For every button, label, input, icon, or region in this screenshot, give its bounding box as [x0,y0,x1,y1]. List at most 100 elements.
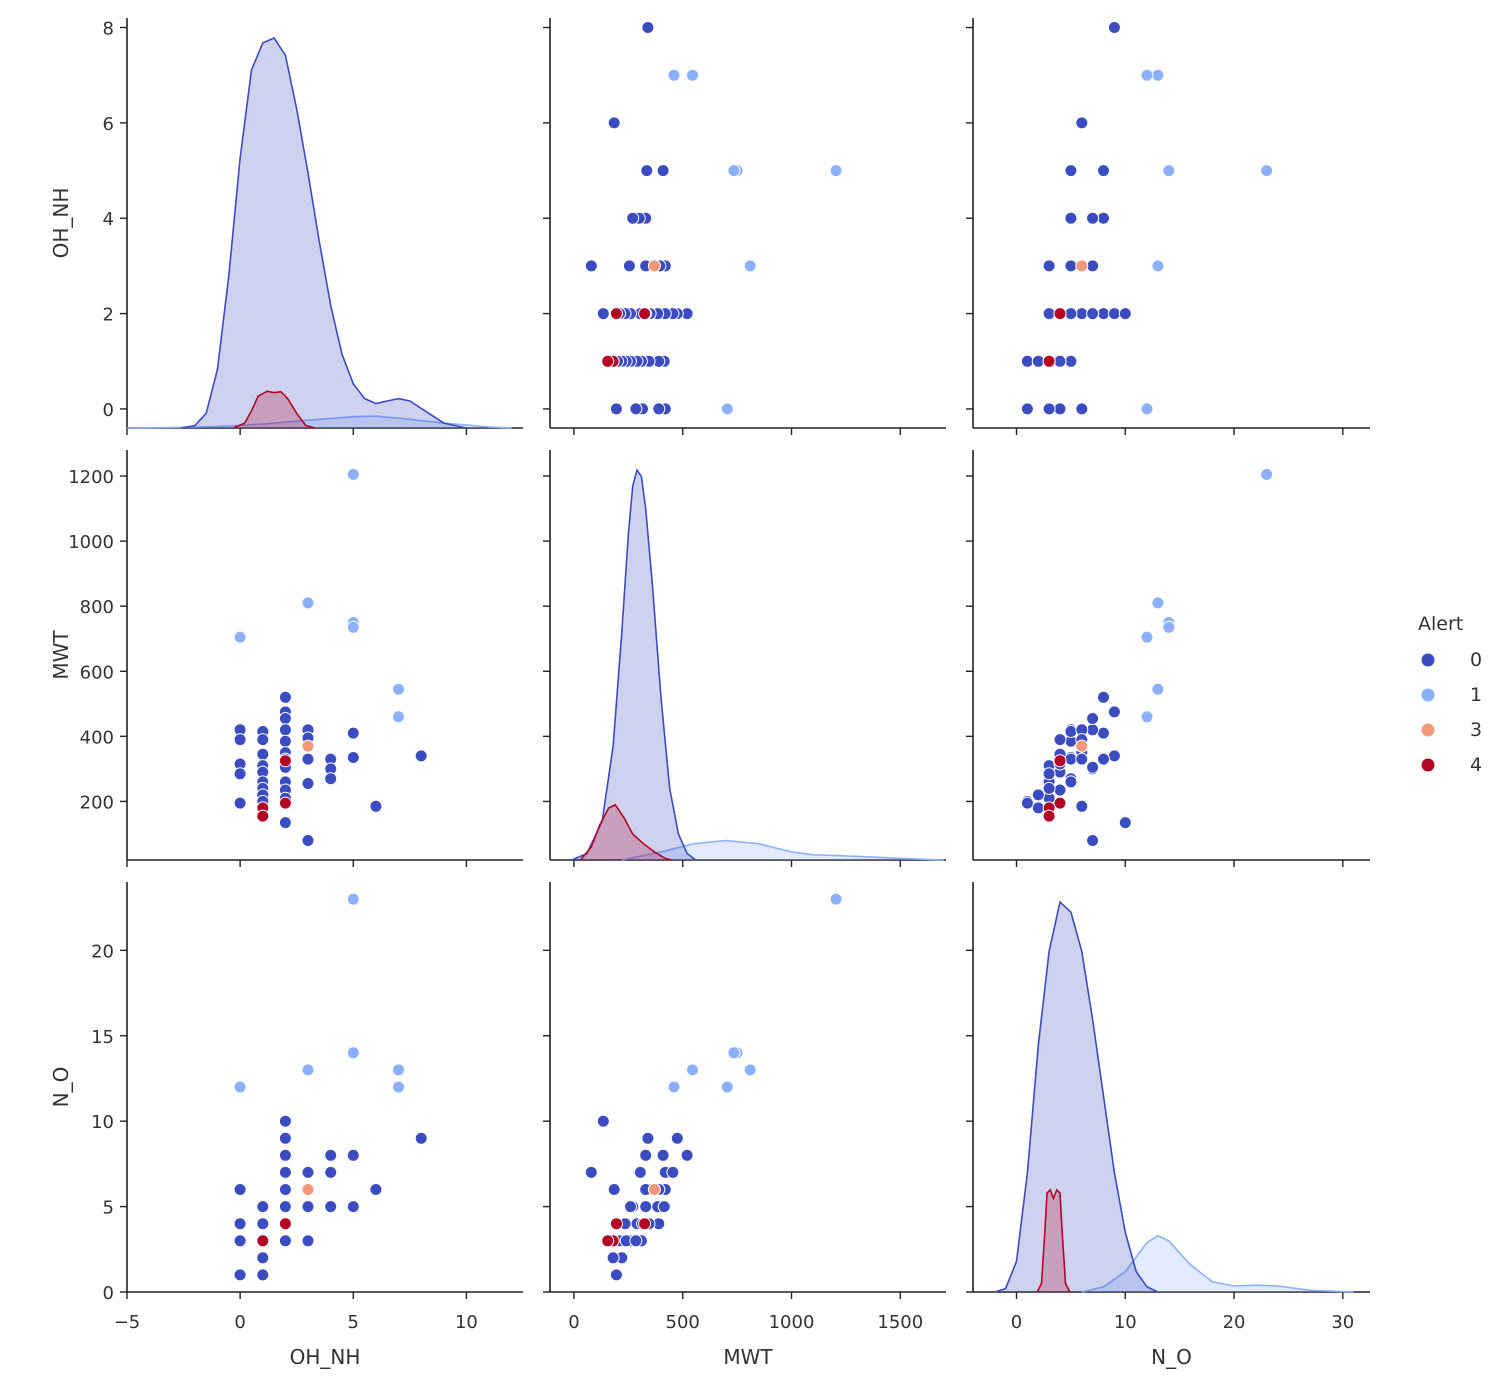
scatter-point-alert-0 [324,772,338,786]
x-axis-label: MWT [723,1345,773,1369]
scatter-point-alert-1 [1151,682,1165,696]
scatter-point-alert-3 [301,739,315,753]
scatter-point-alert-1 [829,164,843,178]
scatter-point-alert-0 [640,164,654,178]
scatter-point-alert-0 [1075,799,1089,813]
scatter-point-alert-1 [233,1080,247,1094]
scatter-point-alert-0 [301,1234,315,1248]
scatter-point-alert-4 [1042,809,1056,823]
scatter-point-alert-0 [278,734,292,748]
x-tick-label: 0 [234,1312,245,1333]
kde-fill-alert-4 [233,391,315,428]
y-tick-label: 8 [103,19,114,40]
scatter-point-alert-0 [609,402,623,416]
scatter-point-alert-0 [626,211,640,225]
scatter-point-alert-0 [1064,354,1078,368]
y-tick-label: 10 [91,1112,114,1133]
scatter-point-alert-1 [346,620,360,634]
y-tick-label: 20 [91,941,114,962]
scatter-point-alert-0 [233,1268,247,1282]
scatter-point-alert-1 [346,1046,360,1060]
scatter-point-alert-3 [647,1183,661,1196]
kde-line-alert-1 [621,839,944,861]
scatter-point-alert-4 [638,307,652,321]
scatter-point-alert-0 [346,1148,360,1162]
panel-N_O-vs-N_O: 0 10 20 30 N_O [966,882,1370,1369]
y-tick-label: 600 [80,662,114,683]
legend-marker [1420,652,1436,668]
kde-line-alert-4 [579,803,672,861]
scatter-point-alert-0 [596,1114,610,1128]
scatter-point-alert-1 [720,1080,734,1094]
scatter-point-alert-1 [686,68,699,82]
scatter-point-alert-0 [1107,705,1121,719]
scatter-point-alert-1 [1140,710,1154,724]
scatter-point-alert-4 [1053,796,1067,810]
scatter-point-alert-1 [1151,259,1165,273]
pairplot-panels: 02468OH_NH20040060080010001200MWT0510152… [49,18,1370,1369]
scatter-point-alert-1 [392,1080,405,1094]
scatter-point-alert-0 [414,1131,428,1145]
scatter-point-alert-1 [667,68,681,82]
scatter-point-alert-0 [346,1200,360,1214]
x-tick-label: 10 [1114,1312,1137,1333]
scatter-point-alert-0 [641,1131,655,1145]
scatter-point-alert-0 [1097,164,1110,178]
y-axis-label: MWT [49,630,73,680]
scatter-point-alert-0 [256,1268,270,1282]
scatter-point-alert-0 [301,777,315,790]
scatter-point-alert-0 [584,1165,598,1179]
y-tick-label: 200 [80,792,114,813]
scatter-point-alert-0 [1075,402,1089,416]
y-tick-label: 15 [91,1027,114,1048]
scatter-point-alert-1 [1162,620,1176,634]
scatter-point-alert-0 [1086,712,1100,725]
scatter-point-alert-0 [278,1114,292,1128]
scatter-point-alert-0 [256,1217,270,1231]
scatter-point-alert-0 [278,816,292,830]
scatter-point-alert-0 [656,164,670,178]
scatter-point-alert-0 [233,1183,247,1196]
scatter-point-alert-0 [1086,760,1100,774]
legend-marker [1420,687,1436,703]
scatter-point-alert-0 [629,402,643,416]
scatter-point-alert-0 [346,726,360,740]
panel-MWT-vs-N_O [966,450,1370,867]
scatter-point-alert-3 [647,259,661,273]
scatter-point-alert-0 [324,1200,338,1214]
scatter-point-alert-0 [656,1148,670,1162]
scatter-point-alert-0 [670,1131,684,1145]
scatter-point-alert-0 [1031,354,1045,368]
scatter-point-alert-0 [1075,116,1089,130]
scatter-point-alert-0 [278,1183,292,1196]
scatter-point-alert-1 [667,1080,681,1094]
scatter-point-alert-0 [278,1131,292,1145]
legend-entry: 0 [1420,649,1482,671]
kde-line-alert-1 [126,415,512,429]
x-tick-label: 30 [1331,1312,1354,1333]
scatter-point-alert-0 [1118,816,1132,830]
scatter-point-alert-1 [1162,164,1176,178]
scatter-point-alert-0 [609,1268,623,1282]
scatter-point-alert-4 [601,1234,615,1248]
scatter-point-alert-0 [629,1234,643,1248]
y-tick-label: 6 [103,114,114,135]
kde-fill-alert-0 [571,470,696,860]
scatter-point-alert-0 [301,752,315,766]
kde-fill-alert-1 [127,416,512,428]
scatter-point-alert-0 [639,1148,653,1162]
scatter-point-alert-0 [1042,767,1056,781]
scatter-point-alert-0 [622,259,636,273]
scatter-point-alert-0 [641,21,655,34]
scatter-point-alert-0 [256,1200,270,1214]
scatter-point-alert-0 [680,1148,694,1162]
scatter-point-alert-4 [601,354,615,368]
scatter-point-alert-0 [1042,259,1056,273]
scatter-point-alert-0 [1064,752,1078,766]
scatter-point-alert-0 [1053,354,1067,368]
y-tick-label: 400 [80,727,114,748]
panel-MWT-vs-MWT [543,450,946,867]
x-tick-label: −5 [114,1312,141,1333]
scatter-point-alert-0 [256,733,270,747]
